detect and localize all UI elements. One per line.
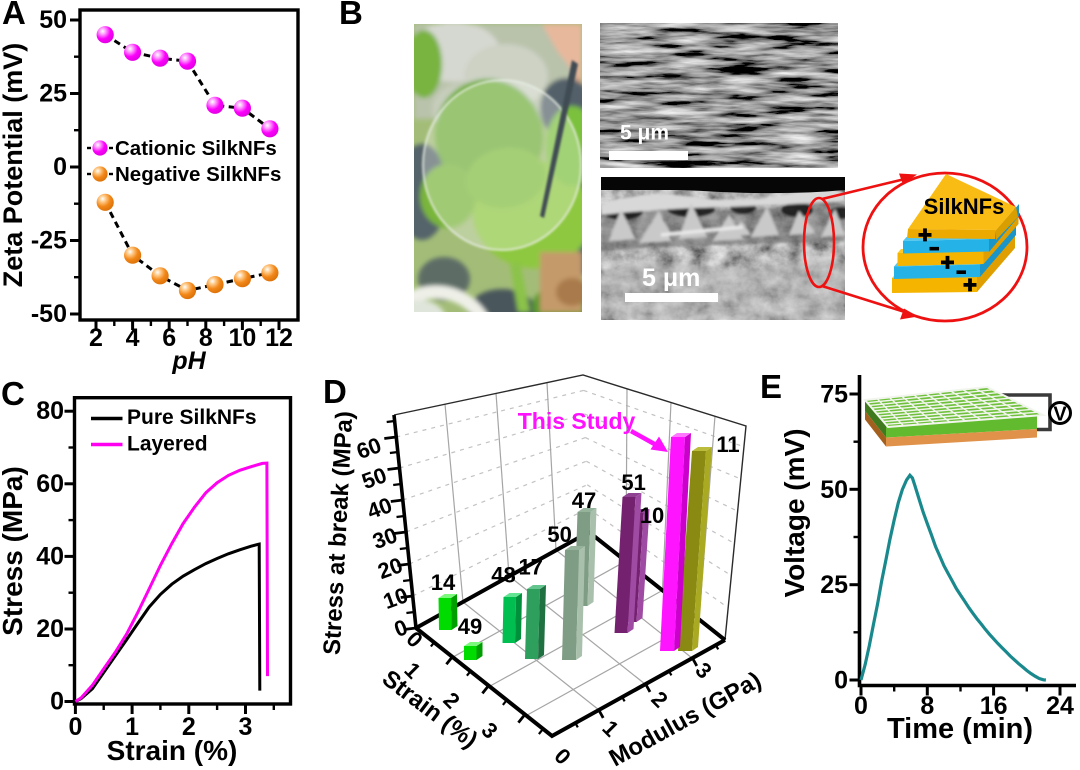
svg-text:25: 25: [39, 80, 67, 108]
svg-text:47: 47: [572, 488, 596, 513]
svg-text:10: 10: [228, 324, 256, 352]
svg-text:pH: pH: [171, 347, 206, 375]
svg-text:25: 25: [820, 571, 848, 599]
svg-text:0: 0: [50, 688, 64, 716]
svg-text:16: 16: [980, 692, 1008, 720]
svg-text:-25: -25: [31, 227, 67, 255]
svg-text:5 μm: 5 μm: [642, 264, 700, 292]
svg-text:20: 20: [374, 552, 406, 584]
svg-text:Time (min): Time (min): [887, 713, 1033, 745]
svg-text:Zeta Potential (mV): Zeta Potential (mV): [0, 43, 28, 288]
svg-text:60: 60: [36, 470, 64, 498]
svg-text:2: 2: [182, 713, 196, 741]
svg-text:8: 8: [920, 692, 934, 720]
svg-text:0: 0: [834, 667, 848, 695]
svg-text:49: 49: [458, 614, 482, 639]
svg-text:Negative SilkNFs: Negative SilkNFs: [115, 163, 281, 186]
svg-text:8: 8: [199, 324, 213, 352]
svg-text:1: 1: [597, 715, 623, 741]
svg-text:12: 12: [265, 324, 293, 352]
svg-text:30: 30: [369, 522, 401, 554]
svg-text:40: 40: [36, 542, 64, 570]
svg-text:2: 2: [89, 324, 103, 352]
svg-text:Cationic SilkNFs: Cationic SilkNFs: [115, 137, 277, 160]
svg-text:10: 10: [640, 503, 664, 528]
svg-text:Strain (%): Strain (%): [377, 665, 483, 754]
svg-text:1: 1: [125, 713, 139, 741]
svg-text:This Study: This Study: [518, 408, 636, 434]
svg-text:14: 14: [431, 570, 456, 595]
svg-text:0: 0: [549, 743, 575, 769]
svg-text:Layered: Layered: [127, 433, 208, 456]
svg-text:75: 75: [820, 381, 848, 409]
svg-text:50: 50: [547, 522, 571, 547]
svg-text:11: 11: [716, 432, 739, 457]
svg-text:50: 50: [39, 6, 67, 34]
svg-text:50: 50: [820, 476, 848, 504]
svg-text:Pure SilkNFs: Pure SilkNFs: [127, 406, 257, 429]
svg-text:SilkNFs: SilkNFs: [924, 194, 1005, 219]
svg-text:17: 17: [519, 554, 543, 579]
svg-text:48: 48: [491, 563, 515, 588]
svg-text:24: 24: [1046, 692, 1074, 720]
svg-text:V: V: [1053, 404, 1067, 426]
svg-text:-50: -50: [31, 300, 67, 328]
svg-text:Stress at break (MPa): Stress at break (MPa): [320, 410, 358, 655]
svg-text:51: 51: [621, 470, 645, 495]
svg-text:60: 60: [353, 432, 385, 464]
svg-text:6: 6: [162, 324, 176, 352]
svg-text:80: 80: [36, 397, 64, 425]
svg-text:Voltage (mV): Voltage (mV): [779, 428, 810, 597]
svg-text:0: 0: [53, 153, 67, 181]
svg-text:40: 40: [364, 492, 396, 524]
svg-text:0: 0: [68, 713, 82, 741]
svg-text:Stress (MPa): Stress (MPa): [0, 466, 28, 636]
svg-text:0: 0: [854, 692, 868, 720]
svg-text:20: 20: [36, 615, 64, 643]
svg-text:3: 3: [239, 713, 253, 741]
svg-text:10: 10: [380, 582, 412, 614]
svg-text:4: 4: [126, 324, 140, 352]
svg-text:Strain (%): Strain (%): [107, 735, 238, 766]
svg-text:50: 50: [358, 462, 390, 494]
svg-text:5 μm: 5 μm: [620, 122, 669, 145]
